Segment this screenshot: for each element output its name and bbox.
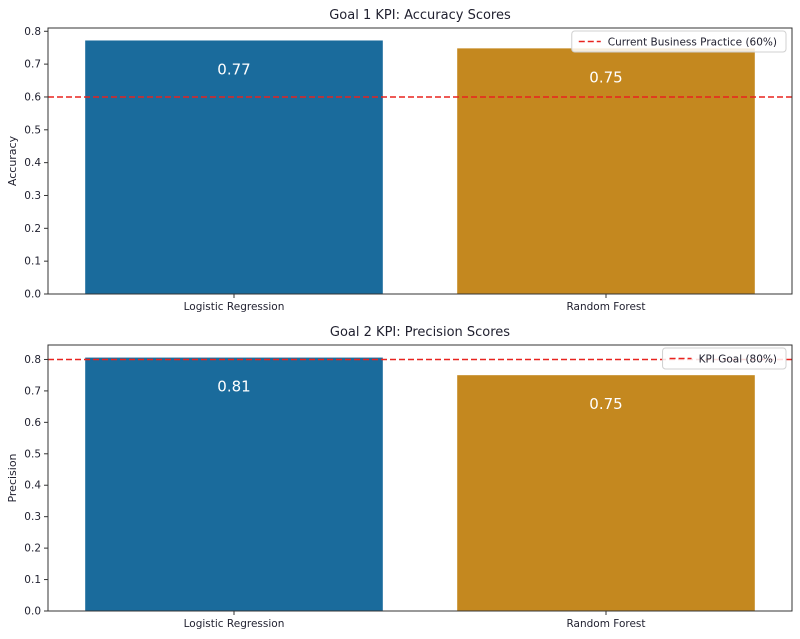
bar-logistic-regression[interactable] bbox=[85, 40, 383, 295]
y-tick-label: 0.6 bbox=[24, 417, 41, 429]
x-tick-label: Logistic Regression bbox=[184, 618, 285, 630]
y-axis-label: Precision bbox=[6, 453, 19, 502]
y-tick-label: 0.8 bbox=[24, 26, 41, 38]
x-tick-label: Logistic Regression bbox=[184, 301, 285, 313]
y-tick-label: 0.2 bbox=[24, 223, 41, 235]
y-axis-label: Accuracy bbox=[6, 135, 19, 186]
legend-box bbox=[571, 30, 787, 53]
chart-1: Goal 1 KPI: Accuracy Scores Accuracy 0.77 0… bbox=[6, 8, 793, 313]
legend: KPI Goal (80%) bbox=[662, 347, 787, 370]
bar-value-label: 0.75 bbox=[589, 395, 622, 413]
bar-value-label: 0.75 bbox=[589, 68, 622, 86]
axes-frame bbox=[47, 344, 793, 612]
y-tick-label: 0.8 bbox=[24, 354, 41, 366]
y-tick-label: 0.2 bbox=[24, 543, 41, 555]
y-tick-label: 0.3 bbox=[24, 190, 41, 202]
x-tick-label: Random Forest bbox=[566, 618, 645, 630]
y-tick-label: 0.6 bbox=[24, 91, 41, 103]
x-tick-label: Random Forest bbox=[566, 301, 645, 313]
y-tick-label: 0.7 bbox=[24, 385, 41, 397]
y-tick-label: 0.1 bbox=[24, 256, 41, 268]
chart-2: Goal 2 KPI: Precision Scores Precision 0.8… bbox=[6, 325, 793, 630]
bar-logistic-regression[interactable] bbox=[85, 357, 383, 611]
y-tick-label: 0.5 bbox=[24, 448, 41, 460]
y-tick-label: 0.5 bbox=[24, 124, 41, 136]
y-tick-label: 0.4 bbox=[24, 157, 41, 169]
y-tick-label: 0.3 bbox=[24, 511, 41, 523]
bar-random-forest[interactable] bbox=[457, 375, 755, 611]
y-tick-label: 0.7 bbox=[24, 59, 41, 71]
y-tick-label: 0.0 bbox=[24, 606, 41, 618]
bar-value-label: 0.77 bbox=[217, 60, 250, 78]
axes-frame bbox=[47, 27, 793, 295]
legend-label: Current Business Practice (60%) bbox=[608, 36, 777, 48]
bar-value-label: 0.81 bbox=[217, 378, 250, 396]
legend-label: KPI Goal (80%) bbox=[699, 353, 777, 365]
chart-title: Goal 1 KPI: Accuracy Scores bbox=[329, 8, 511, 23]
legend: Current Business Practice (60%) bbox=[571, 30, 787, 53]
legend-box bbox=[662, 347, 787, 370]
y-tick-label: 0.0 bbox=[24, 289, 41, 301]
bar-random-forest[interactable] bbox=[457, 48, 755, 295]
y-tick-label: 0.4 bbox=[24, 480, 41, 492]
y-tick-label: 0.1 bbox=[24, 574, 41, 586]
chart-title: Goal 2 KPI: Precision Scores bbox=[330, 325, 510, 340]
